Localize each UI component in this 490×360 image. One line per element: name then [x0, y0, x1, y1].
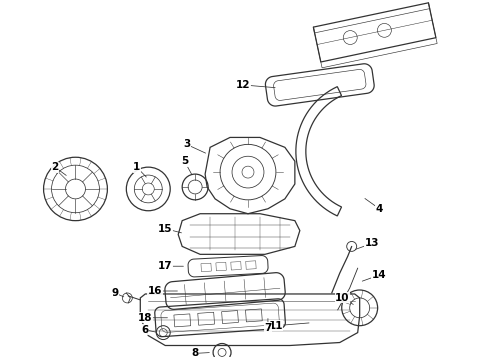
- Bar: [231, 262, 241, 270]
- Text: 14: 14: [362, 270, 386, 281]
- Text: 3: 3: [183, 139, 206, 153]
- Text: 17: 17: [158, 261, 183, 271]
- Text: 4: 4: [365, 198, 383, 214]
- Text: 2: 2: [51, 162, 66, 175]
- Text: 7: 7: [264, 319, 271, 333]
- Text: 11: 11: [269, 321, 309, 331]
- Text: 10: 10: [335, 293, 353, 305]
- Text: 8: 8: [191, 348, 209, 359]
- Text: 6: 6: [141, 325, 155, 335]
- Text: 9: 9: [111, 288, 124, 298]
- Bar: [198, 312, 215, 325]
- Text: 15: 15: [158, 224, 181, 234]
- Bar: [221, 311, 239, 324]
- Text: 1: 1: [133, 162, 147, 177]
- Text: 18: 18: [138, 313, 168, 323]
- Text: 13: 13: [355, 238, 379, 249]
- Bar: [201, 263, 211, 271]
- Bar: [174, 314, 191, 327]
- Text: 12: 12: [236, 80, 275, 90]
- Text: 16: 16: [148, 286, 177, 296]
- Bar: [216, 262, 226, 271]
- Bar: [246, 261, 256, 269]
- Text: 5: 5: [181, 156, 192, 175]
- Bar: [245, 309, 262, 322]
